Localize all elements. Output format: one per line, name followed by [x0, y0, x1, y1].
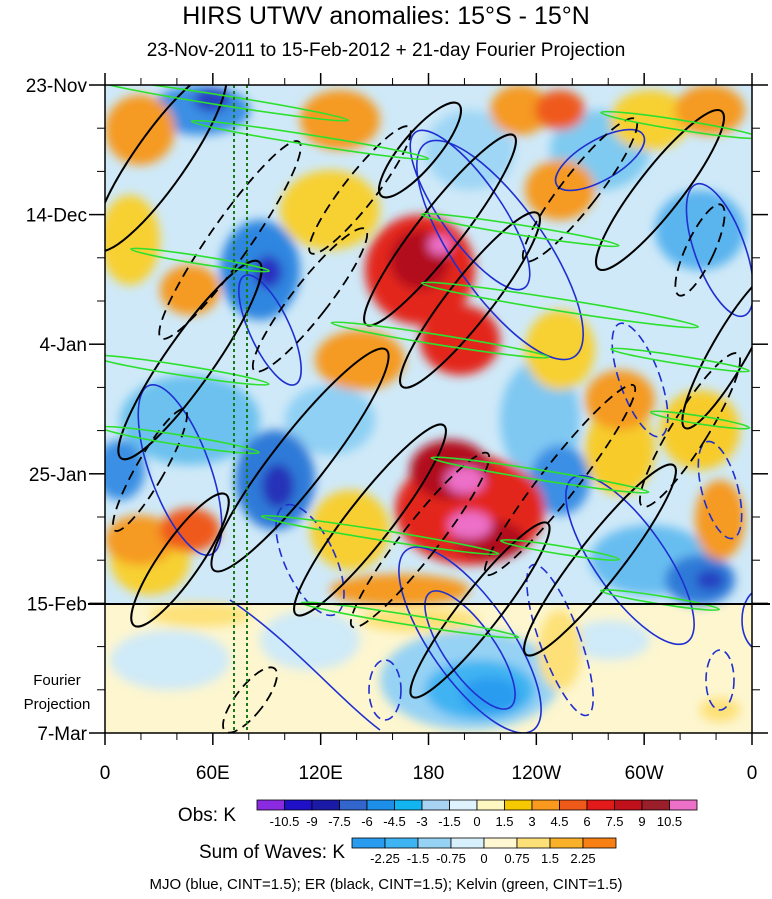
- obs-colorbar-swatch: [366, 799, 395, 811]
- obs-colorbar-tick-label: 3: [528, 814, 535, 829]
- waves-colorbar-swatch: [384, 837, 419, 849]
- obs-colorbar-swatch: [531, 799, 560, 811]
- waves-colorbar-tick-label: 0.75: [504, 851, 529, 866]
- waves-colorbar-tick-label: -2.25: [370, 851, 400, 866]
- obs-anomaly-shading: [105, 85, 745, 606]
- x-tick-label: 60E: [196, 763, 230, 784]
- y-axis: 23-Nov 14-Dec 4-Jan 25-Jan 15-Feb 7-Mar: [26, 76, 768, 745]
- obs-colorbar-swatch: [669, 799, 698, 811]
- waves-legend-label: Sum of Waves: K: [199, 842, 345, 863]
- projection-shading: [110, 603, 740, 730]
- obs-colorbar-tick-label: 0: [473, 814, 480, 829]
- obs-colorbar-swatch: [614, 799, 643, 811]
- y-tick-label: 15-Feb: [27, 594, 87, 615]
- waves-colorbar-swatch: [351, 837, 386, 849]
- x-axis: 0 60E 120E 180 120W 60W 0: [100, 73, 758, 784]
- projection-label-line1: Fourier: [33, 672, 81, 689]
- er-negative-contours: [112, 117, 741, 733]
- obs-colorbar-tick-label: -6: [361, 814, 373, 829]
- obs-colorbar-tick-label: 10.5: [657, 814, 682, 829]
- x-tick-label: 0: [747, 763, 758, 784]
- x-tick-label: 120E: [298, 763, 342, 784]
- mjo-contours: [137, 128, 752, 733]
- obs-colorbar-tick-label: -3: [416, 814, 428, 829]
- waves-colorbar-tick-label: 1.5: [541, 851, 559, 866]
- obs-colorbar-swatch: [421, 799, 450, 811]
- obs-colorbar-tick-label: 1.5: [495, 814, 513, 829]
- waves-colorbar-swatch: [417, 837, 452, 849]
- y-tick-label: 4-Jan: [39, 335, 87, 356]
- obs-colorbar-tick-label: 4.5: [550, 814, 568, 829]
- waves-colorbar-swatch: [549, 837, 584, 849]
- y-tick-label: 25-Jan: [29, 465, 87, 486]
- obs-colorbar: -10.5 -9 -7.5 -6 -4.5 -3 -1.5 0 1.5 3 4.5 6 7.5 9 10.5: [256, 799, 698, 829]
- y-tick-label: 23-Nov: [26, 76, 88, 97]
- x-tick-label: 120W: [512, 763, 562, 784]
- obs-colorbar-swatch: [559, 799, 588, 811]
- waves-colorbar-swatch: [450, 837, 485, 849]
- obs-colorbar-tick-label: 7.5: [605, 814, 623, 829]
- obs-colorbar-swatch: [284, 799, 313, 811]
- waves-colorbar-swatch: [483, 837, 518, 849]
- obs-colorbar-swatch: [476, 799, 505, 811]
- y-tick-label: 14-Dec: [26, 206, 87, 227]
- plot-area: [105, 85, 752, 733]
- mjo-negative-contours: [275, 322, 743, 721]
- obs-colorbar-swatch: [339, 799, 368, 811]
- obs-colorbar-tick-label: -9: [306, 814, 318, 829]
- obs-colorbar-tick-label: -10.5: [270, 814, 300, 829]
- obs-colorbar-tick-label: -7.5: [328, 814, 350, 829]
- obs-colorbar-swatch: [311, 799, 340, 811]
- waves-colorbar-tick-label: -0.75: [436, 851, 466, 866]
- waves-colorbar-swatch: [516, 837, 551, 849]
- waves-colorbar-tick-label: -1.5: [407, 851, 429, 866]
- obs-colorbar-swatch: [504, 799, 533, 811]
- x-tick-label: 60W: [625, 763, 664, 784]
- waves-colorbar-tick-label: 0: [480, 851, 487, 866]
- projection-label-line2: Projection: [24, 696, 91, 713]
- obs-colorbar-tick-label: -1.5: [438, 814, 460, 829]
- obs-legend-label: Obs: K: [178, 805, 236, 826]
- obs-colorbar-tick-label: -4.5: [383, 814, 405, 829]
- obs-colorbar-swatch: [641, 799, 670, 811]
- x-tick-label: 0: [100, 763, 111, 784]
- waves-colorbar: -2.25 -1.5 -0.75 0 0.75 1.5 2.25: [351, 837, 617, 866]
- waves-colorbar-tick-label: 2.25: [570, 851, 595, 866]
- kelvin-contours: [105, 85, 752, 639]
- waves-colorbar-swatch: [582, 837, 617, 849]
- obs-colorbar-swatch: [449, 799, 478, 811]
- x-tick-label: 180: [413, 763, 445, 784]
- obs-colorbar-swatch: [394, 799, 423, 811]
- obs-colorbar-tick-label: 9: [638, 814, 645, 829]
- obs-colorbar-swatch: [256, 799, 285, 811]
- y-tick-label: 7-Mar: [37, 724, 87, 745]
- chart-footer: MJO (blue, CINT=1.5); ER (black, CINT=1.…: [149, 876, 623, 893]
- chart-subtitle: 23-Nov-2011 to 15-Feb-2012 + 21-day Four…: [146, 40, 626, 61]
- obs-colorbar-tick-label: 6: [583, 814, 590, 829]
- chart-title: HIRS UTWV anomalies: 15°S - 15°N: [182, 2, 590, 30]
- obs-colorbar-swatch: [586, 799, 615, 811]
